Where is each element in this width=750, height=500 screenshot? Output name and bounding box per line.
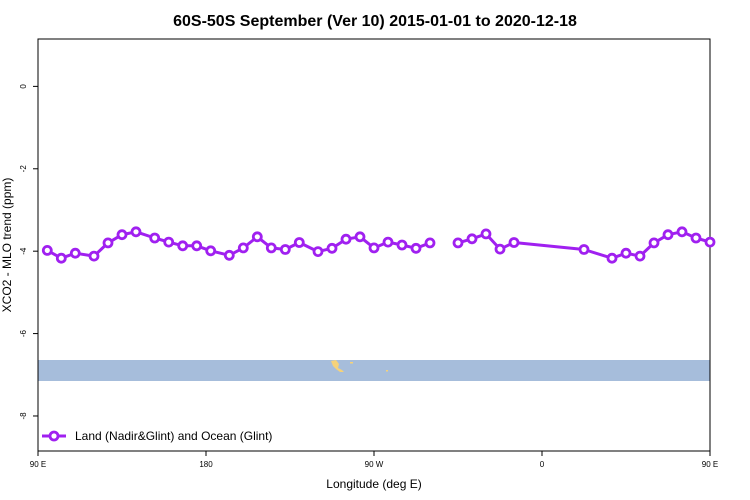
data-point	[116, 229, 128, 241]
data-point	[41, 244, 53, 256]
legend-marker	[48, 430, 60, 442]
data-point	[480, 228, 492, 240]
data-point	[508, 237, 520, 248]
x-tick-label: 90 E	[30, 460, 46, 469]
data-point	[396, 239, 408, 251]
y-axis: 0 -2 -4 -6 -8	[19, 84, 38, 420]
data-point	[312, 246, 324, 258]
data-point	[326, 242, 338, 254]
data-point	[55, 252, 67, 264]
data-point	[606, 252, 618, 264]
data-point	[648, 237, 660, 249]
data-point	[578, 244, 590, 255]
data-point	[293, 237, 305, 248]
y-tick-label: -2	[19, 165, 28, 173]
legend: Land (Nadir&Glint) and Ocean (Glint)	[42, 429, 272, 443]
ocean-band	[38, 360, 710, 381]
data-point	[102, 237, 114, 249]
data-point	[494, 243, 506, 255]
data-point	[265, 242, 277, 254]
y-axis-label: XCO2 - MLO trend (ppm)	[0, 178, 14, 313]
data-point	[354, 231, 366, 243]
data-point	[163, 236, 175, 248]
data-point	[149, 232, 161, 244]
y-tick-label: -4	[19, 247, 28, 255]
data-point	[191, 240, 203, 252]
map-strip	[38, 360, 710, 381]
chart-title: 60S-50S September (Ver 10) 2015-01-01 to…	[173, 13, 577, 30]
x-axis: 90 E 180 90 W 0 90 E	[30, 451, 718, 469]
x-tick-label: 180	[199, 460, 213, 469]
data-point	[368, 242, 380, 254]
x-axis-label: Longitude (deg E)	[326, 477, 421, 491]
landmass-dot	[350, 362, 353, 364]
y-tick-label: 0	[19, 84, 28, 89]
data-point	[620, 247, 632, 259]
data-point	[382, 236, 394, 248]
x-tick-label: 0	[540, 460, 545, 469]
data-point	[237, 242, 249, 254]
data-point	[690, 232, 702, 244]
data-point	[177, 240, 189, 252]
data-point	[69, 247, 81, 259]
landmass-dot	[386, 370, 388, 372]
data-point	[662, 229, 674, 241]
data-point	[676, 226, 688, 238]
y-tick-label: -6	[19, 329, 28, 337]
legend-label: Land (Nadir&Glint) and Ocean (Glint)	[75, 429, 272, 443]
x-tick-label: 90 W	[365, 460, 384, 469]
data-point	[340, 233, 352, 245]
series-layer	[41, 226, 716, 264]
data-point	[634, 250, 646, 262]
data-point	[466, 233, 478, 245]
y-tick-label: -8	[19, 412, 28, 420]
data-point	[130, 226, 142, 238]
landmass-shape	[331, 360, 344, 372]
data-point	[279, 244, 291, 255]
data-point	[251, 231, 263, 243]
x-tick-label: 90 E	[702, 460, 718, 469]
data-point	[205, 245, 217, 257]
data-point	[452, 237, 464, 249]
data-point	[424, 237, 436, 249]
data-point	[223, 249, 235, 261]
data-point	[88, 250, 100, 262]
data-point	[704, 236, 716, 248]
data-point	[410, 242, 422, 254]
